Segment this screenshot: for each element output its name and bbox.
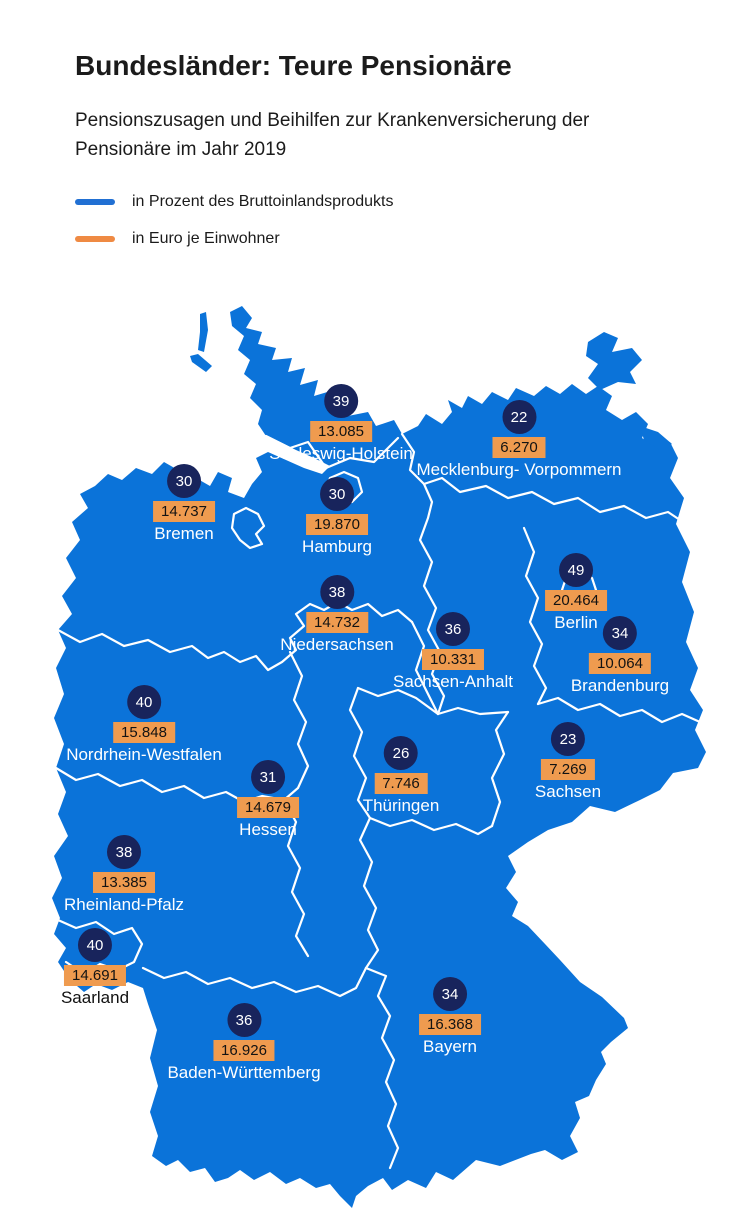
state-label: Schleswig-Holstein xyxy=(269,444,413,463)
euro-badge: 14.737 xyxy=(153,501,215,522)
state-marker-bayern: 34 16.368 Bayern xyxy=(419,977,481,1057)
state-marker-sachsen-anhalt: 36 10.331 Sachsen-Anhalt xyxy=(393,612,513,692)
euro-badge: 14.691 xyxy=(64,965,126,986)
euro-badge: 15.848 xyxy=(113,722,175,743)
percent-badge: 26 xyxy=(384,736,418,770)
euro-badge: 6.270 xyxy=(492,437,546,458)
percent-badge: 34 xyxy=(432,977,467,1011)
state-marker-niedersachsen: 38 14.732 Niedersachsen xyxy=(280,575,394,655)
state-marker-thueringen: 26 7.746 Thüringen xyxy=(362,736,440,816)
blue-line-swatch-icon xyxy=(75,199,115,205)
north-frisian-islands xyxy=(190,312,212,372)
state-marker-mecklenburg-vorpommern: 22 6.270 Mecklenburg- Vorpommern xyxy=(416,400,622,480)
state-label: Hamburg xyxy=(302,537,372,556)
euro-badge: 7.269 xyxy=(541,759,595,780)
state-marker-nordrhein-westfalen: 40 15.848 Nordrhein-Westfalen xyxy=(66,685,222,765)
legend-item-percent: in Prozent des Bruttoinlandsprodukts xyxy=(75,193,393,211)
state-marker-berlin: 49 20.464 Berlin xyxy=(545,553,607,633)
percent-badge: 22 xyxy=(502,400,536,434)
usedom-island xyxy=(640,426,672,450)
percent-badge: 34 xyxy=(603,616,637,650)
euro-badge: 16.368 xyxy=(419,1014,481,1035)
euro-badge: 20.464 xyxy=(545,590,607,611)
legend-label: in Prozent des Bruttoinlandsprodukts xyxy=(132,193,394,210)
percent-badge: 40 xyxy=(127,685,161,719)
legend: in Prozent des Bruttoinlandsprodukts in … xyxy=(75,193,393,267)
state-label: Rheinland-Pfalz xyxy=(63,895,185,914)
euro-badge: 13.385 xyxy=(93,872,155,893)
euro-badge: 14.732 xyxy=(306,612,368,633)
legend-item-euro: in Euro je Einwohner xyxy=(75,230,393,248)
state-label: Berlin xyxy=(554,613,598,632)
state-marker-hessen: 31 14.679 Hessen xyxy=(237,760,299,840)
state-marker-schleswig-holstein: 39 13.085 Schleswig-Holstein xyxy=(269,384,413,464)
euro-badge: 13.085 xyxy=(310,421,372,442)
euro-badge: 19.870 xyxy=(306,514,368,535)
legend-label: in Euro je Einwohner xyxy=(132,230,280,247)
state-marker-rheinland-pfalz: 38 13.385 Rheinland-Pfalz xyxy=(64,835,184,915)
percent-badge: 30 xyxy=(166,464,201,498)
state-label: Thüringen xyxy=(362,796,440,815)
percent-badge: 39 xyxy=(324,384,358,418)
state-marker-sachsen: 23 7.269 Sachsen xyxy=(535,722,601,802)
state-label: Bayern xyxy=(423,1037,477,1056)
percent-badge: 40 xyxy=(78,928,112,962)
page-title: Bundesländer: Teure Pensionäre xyxy=(75,50,512,81)
state-marker-saarland: 40 14.691 Saarland xyxy=(61,928,129,1008)
state-label: Mecklenburg- Vorpommern xyxy=(416,460,622,479)
state-marker-brandenburg: 34 10.064 Brandenburg xyxy=(571,616,669,696)
euro-badge: 10.064 xyxy=(589,653,651,674)
state-marker-bremen: 30 14.737 Bremen xyxy=(153,464,215,544)
state-label: Nordrhein-Westfalen xyxy=(66,745,222,764)
state-label: Sachsen-Anhalt xyxy=(392,672,514,691)
state-label: Bremen xyxy=(154,524,214,543)
percent-badge: 38 xyxy=(106,835,141,869)
orange-line-swatch-icon xyxy=(75,236,115,242)
euro-badge: 10.331 xyxy=(422,649,484,670)
state-label: Saarland xyxy=(60,988,130,1007)
state-label: Niedersachsen xyxy=(280,635,394,654)
state-marker-baden-wuerttemberg: 36 16.926 Baden-Württemberg xyxy=(167,1003,321,1083)
euro-badge: 14.679 xyxy=(237,797,299,818)
state-marker-hamburg: 30 19.870 Hamburg xyxy=(302,477,372,557)
ruegen-island xyxy=(586,332,642,390)
state-label: Baden-Württemberg xyxy=(167,1063,321,1082)
percent-badge: 31 xyxy=(250,760,285,794)
percent-badge: 36 xyxy=(226,1003,261,1037)
euro-badge: 16.926 xyxy=(213,1040,275,1061)
percent-badge: 23 xyxy=(550,722,585,756)
state-label: Sachsen xyxy=(534,782,602,801)
state-label: Hessen xyxy=(239,820,297,839)
percent-badge: 36 xyxy=(436,612,470,646)
percent-badge: 30 xyxy=(319,477,354,511)
euro-badge: 7.746 xyxy=(374,773,428,794)
page-subtitle: Pensionszusagen und Beihilfen zur Kranke… xyxy=(75,110,590,160)
percent-badge: 38 xyxy=(320,575,354,609)
percent-badge: 49 xyxy=(558,553,593,587)
state-label: Brandenburg xyxy=(570,676,670,695)
